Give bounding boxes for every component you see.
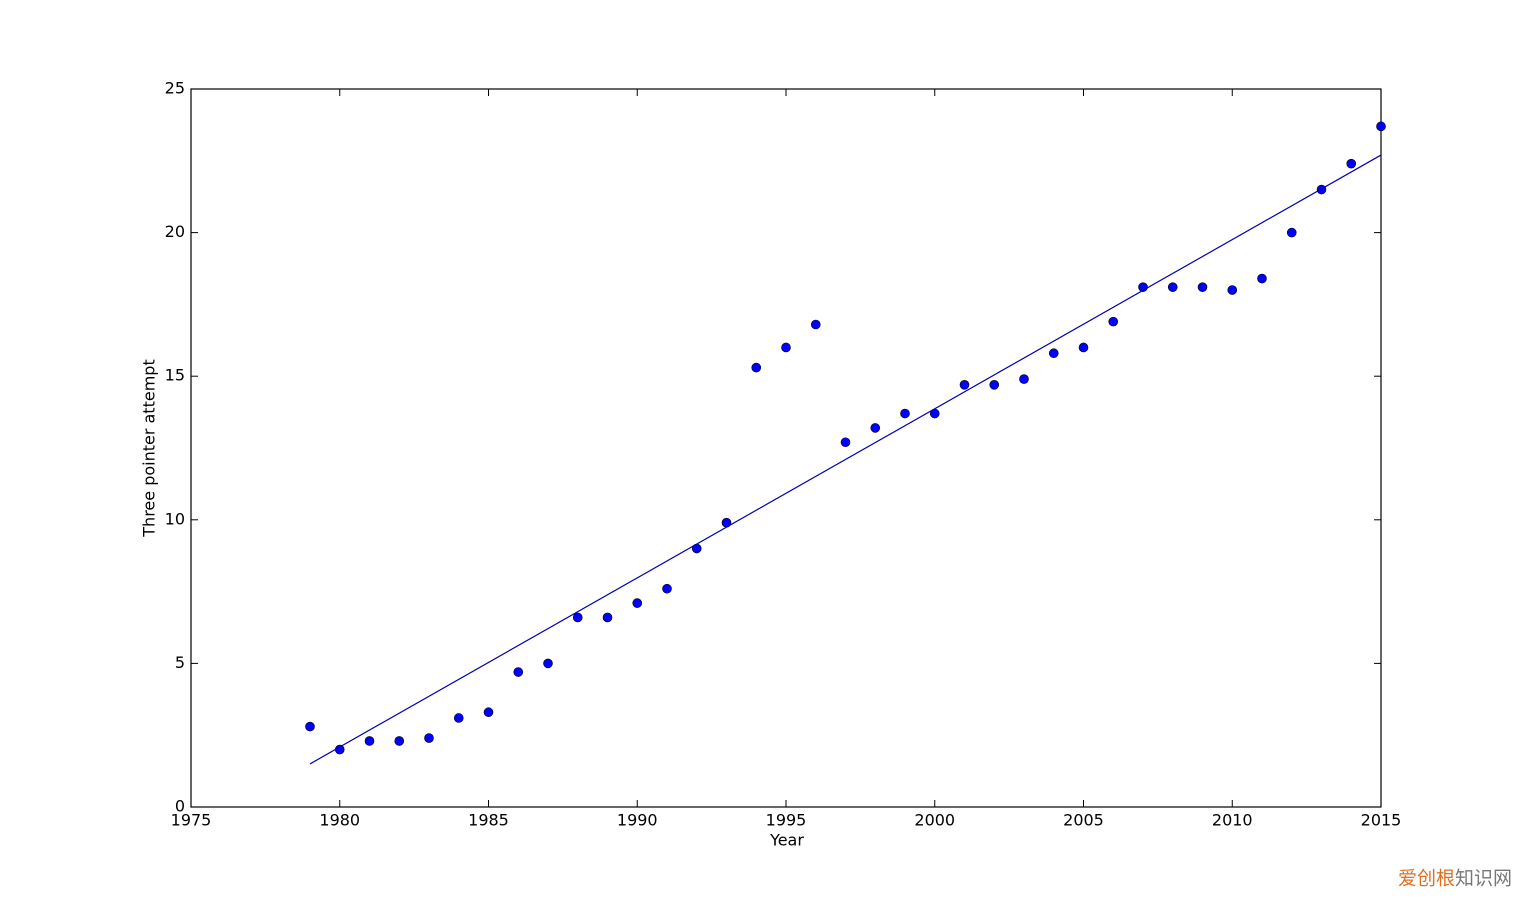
y-tick-label: 15 bbox=[165, 366, 185, 385]
watermark-site: 知识网 bbox=[1455, 868, 1512, 890]
point bbox=[1108, 316, 1119, 327]
x-tick-label: 1980 bbox=[319, 811, 360, 830]
x-tick-label: 1975 bbox=[171, 811, 212, 830]
y-tick-label: 25 bbox=[165, 79, 185, 98]
fit-line bbox=[309, 154, 1382, 765]
point bbox=[543, 658, 553, 669]
point bbox=[1376, 121, 1386, 132]
y-tick-label: 10 bbox=[165, 509, 185, 528]
y-tick-label: 0 bbox=[175, 797, 185, 816]
point bbox=[989, 380, 1000, 390]
point bbox=[632, 598, 643, 608]
x-tick-label: 2005 bbox=[1063, 811, 1104, 830]
point bbox=[900, 408, 910, 419]
point bbox=[1078, 342, 1089, 353]
point bbox=[394, 736, 405, 746]
x-tick-label: 1990 bbox=[617, 811, 658, 830]
point bbox=[1346, 158, 1357, 169]
point bbox=[959, 380, 970, 390]
point bbox=[424, 733, 434, 743]
point bbox=[810, 319, 821, 330]
point bbox=[572, 612, 583, 623]
point bbox=[1167, 282, 1178, 292]
y-tick-label: 20 bbox=[165, 222, 185, 241]
x-tick-label: 2010 bbox=[1212, 811, 1253, 830]
point bbox=[453, 713, 464, 723]
point bbox=[1048, 348, 1059, 359]
point bbox=[483, 707, 494, 718]
x-tick-label: 2015 bbox=[1361, 811, 1402, 830]
point bbox=[662, 583, 672, 594]
point bbox=[1286, 227, 1297, 238]
x-axis-label: Year bbox=[769, 831, 804, 850]
point bbox=[1257, 273, 1267, 284]
point bbox=[751, 362, 762, 373]
point bbox=[781, 342, 791, 353]
watermark-brand: 爱创根 bbox=[1398, 868, 1455, 890]
x-tick-label: 2000 bbox=[914, 811, 955, 830]
point bbox=[513, 667, 524, 677]
y-axis-label: Three pointer attempt bbox=[140, 359, 159, 537]
point bbox=[840, 437, 851, 448]
point bbox=[305, 721, 315, 732]
point bbox=[1227, 285, 1238, 295]
x-tick-label: 1985 bbox=[468, 811, 509, 830]
point bbox=[1019, 374, 1029, 384]
x-tick-label: 1995 bbox=[766, 811, 807, 830]
point bbox=[1197, 282, 1208, 292]
point bbox=[870, 423, 881, 433]
point bbox=[602, 612, 613, 623]
y-tick-label: 5 bbox=[175, 653, 185, 672]
point bbox=[364, 736, 375, 746]
